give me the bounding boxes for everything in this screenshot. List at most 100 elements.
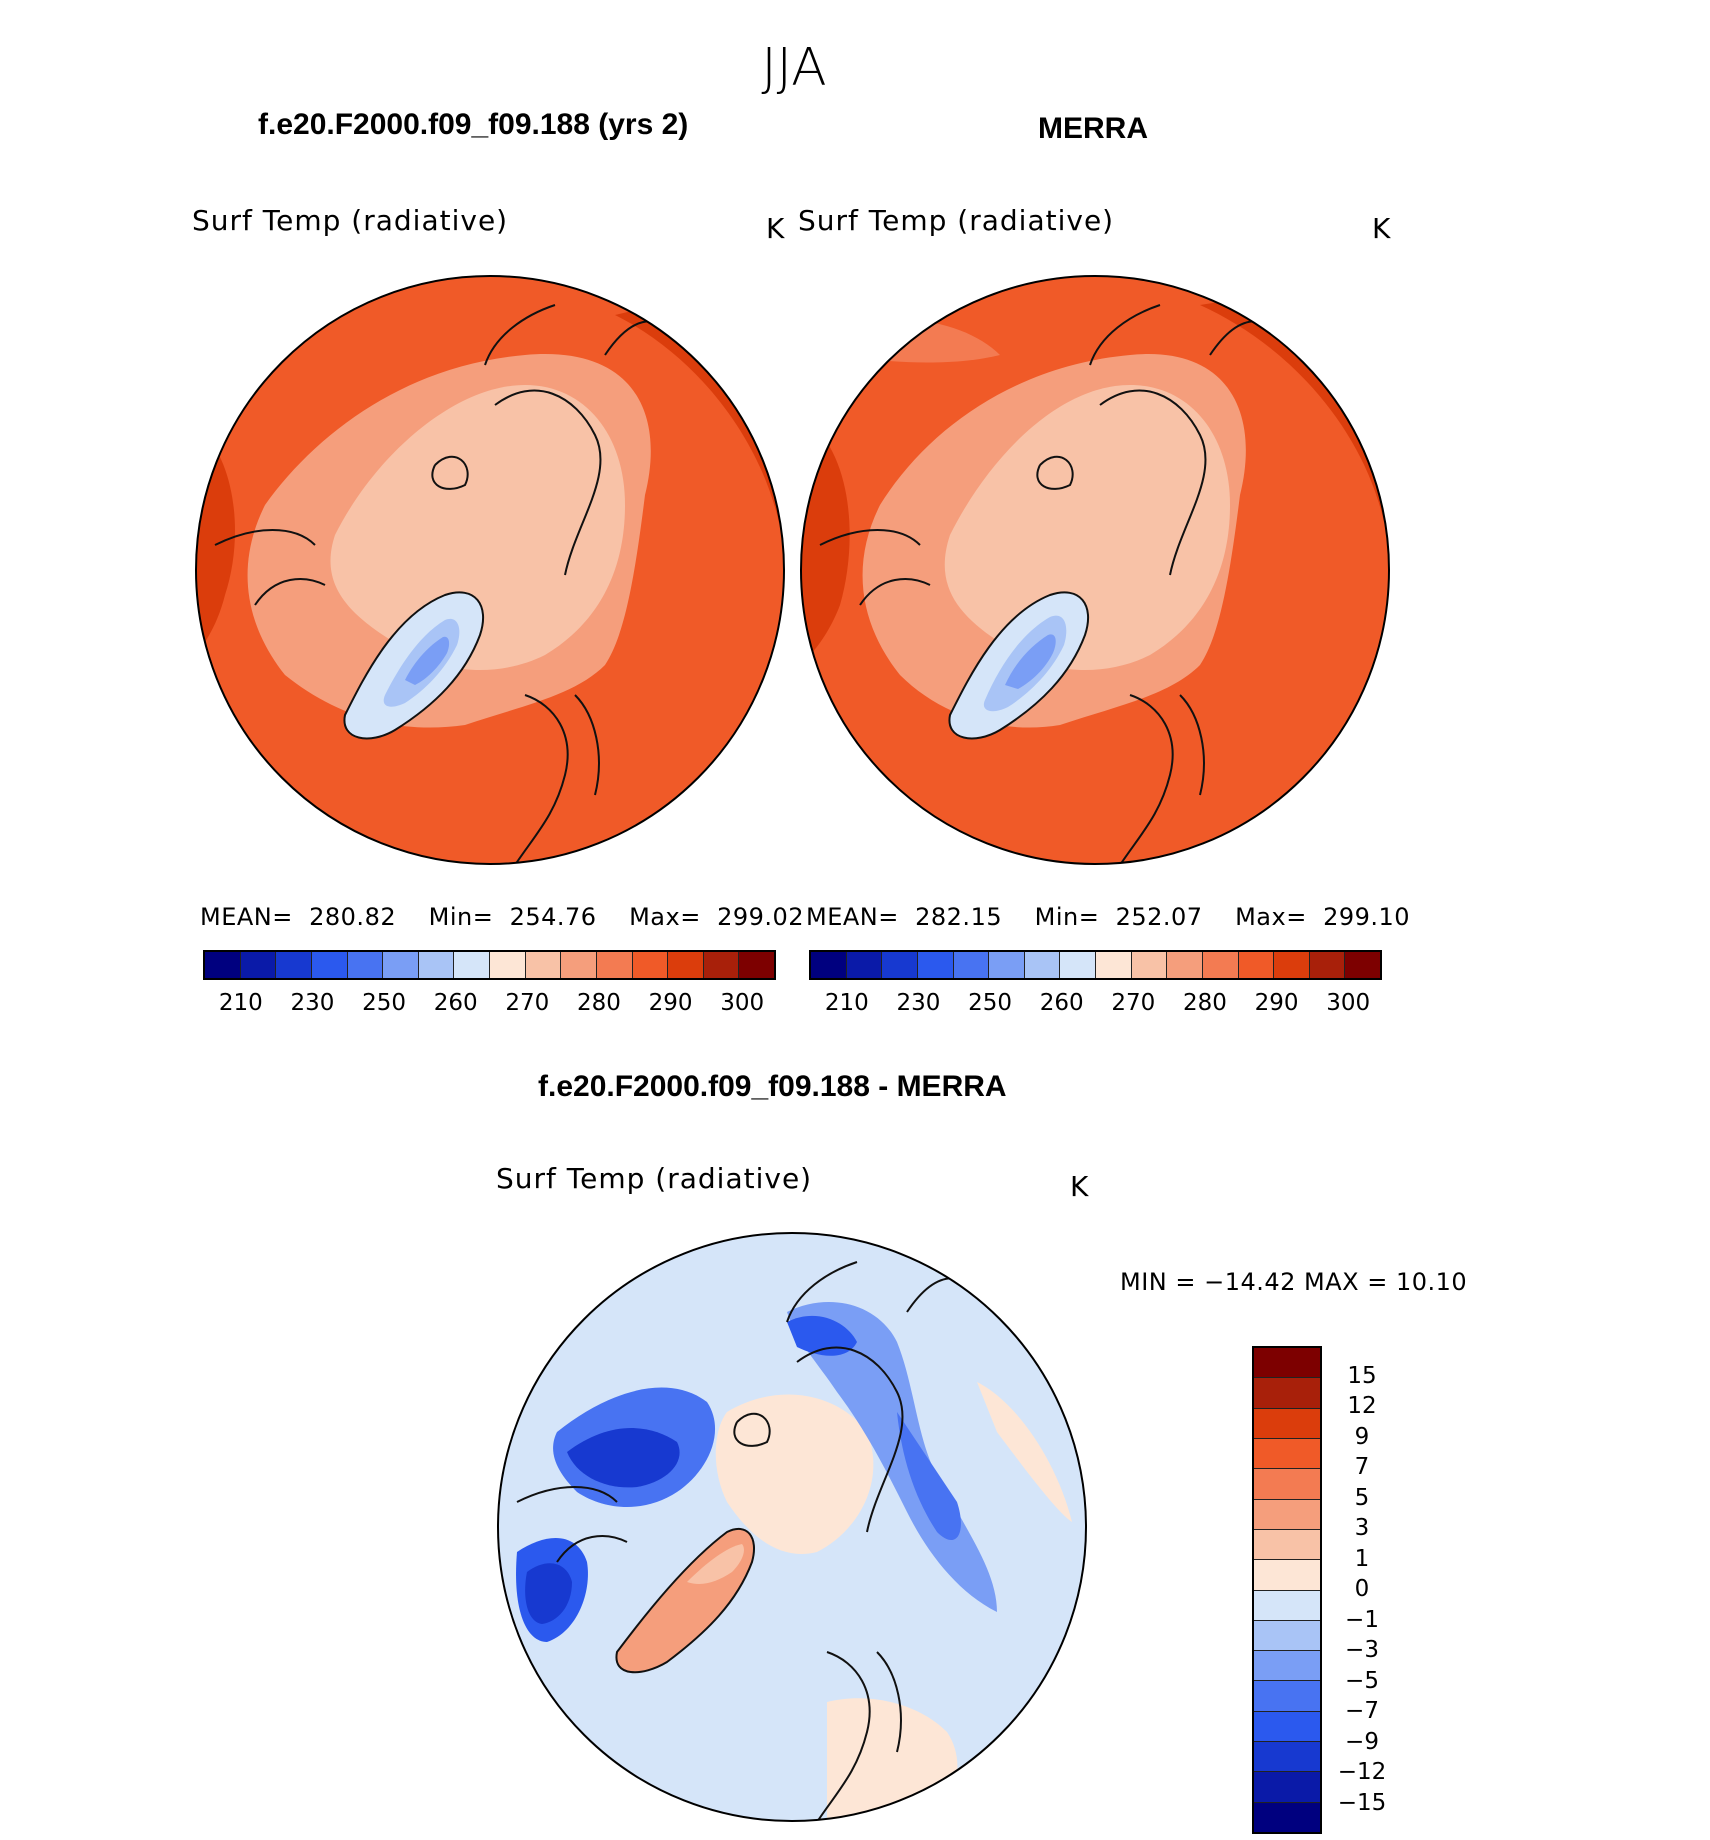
panel2-mean-value: 282.15 [915,903,1003,931]
panel1-arctic-field [330,385,625,670]
colorbar-tick-label: 250 [362,990,406,1016]
colorbar-swatch [1254,1681,1320,1712]
colorbar-swatch [1254,1408,1320,1439]
panel1-min-label: Min= [428,903,494,931]
panel3-archipelago-cold-core [567,1428,680,1488]
panel2-max-value: 299.10 [1323,903,1411,931]
panel2-colorbar [809,950,1382,980]
colorbar-swatch [1254,1802,1320,1832]
colorbar-swatch [1254,1590,1320,1621]
panel2-greenland-center [1005,634,1056,689]
panel2-map [800,275,1390,865]
panel3-minmax: MIN = −14.42 MAX = 10.10 [1120,1268,1468,1296]
colorbar-tick-label: 7 [1354,1454,1370,1480]
colorbar-swatch [490,952,526,978]
colorbar-swatch [703,952,740,978]
colorbar-swatch [1254,1499,1320,1530]
panel1-warm-continent-field [615,276,784,864]
panel2-variable: Surf Temp (radiative) [798,204,1115,237]
colorbar-swatch [953,952,990,978]
colorbar-swatch [1254,1711,1320,1743]
colorbar-swatch [1254,1772,1320,1803]
panel1-colorbar [203,950,776,980]
panel1-greenland-center [405,636,450,685]
colorbar-swatch [276,952,312,978]
colorbar-swatch [1238,952,1275,978]
colorbar-swatch [383,952,419,978]
colorbar-tick-label: 230 [896,990,941,1016]
panel1-units: K [766,212,786,245]
panel1-max-label: Max= [629,903,701,931]
panel3-arctic-slight-warm [715,1394,874,1554]
panel2-min-label: Min= [1034,903,1100,931]
colorbar-swatch [1309,952,1346,978]
colorbar-tick-label: 290 [648,990,693,1016]
colorbar-tick-label: 1 [1354,1545,1370,1572]
colorbar-swatch [811,952,847,978]
panel3-east-slight-warm [977,1382,1072,1522]
panel2-mean-label: MEAN= [806,903,899,931]
panel1-coastlines [214,304,666,864]
colorbar-swatch [917,952,954,978]
colorbar-swatch [1254,1651,1320,1682]
colorbar-swatch [1060,952,1096,978]
colorbar-swatch [739,952,774,978]
colorbar-swatch [1254,1620,1320,1652]
colorbar-swatch [882,952,918,978]
colorbar-tick-label: 12 [1347,1393,1377,1419]
colorbar-swatch [1131,952,1168,978]
colorbar-tick-label: 260 [433,990,478,1016]
panel1-min-value: 254.76 [509,903,597,931]
colorbar-swatch [1254,1469,1320,1500]
figure-title: JJA [761,38,827,98]
colorbar-tick-label: 3 [1354,1515,1370,1541]
colorbar-tick-label: −15 [1337,1789,1387,1816]
colorbar-swatch [1254,1378,1320,1409]
panel1-mean-value: 280.82 [309,903,397,931]
colorbar-swatch [205,952,241,978]
panel2-arctic-field [944,385,1230,670]
panel3-east-siberia-cold [897,1412,961,1541]
panel1-max-value: 299.02 [717,903,805,931]
colorbar-tick-label: 5 [1354,1484,1370,1511]
colorbar-tick-label: 250 [968,990,1012,1016]
colorbar-tick-label: −12 [1337,1759,1387,1785]
colorbar-tick-label: −3 [1345,1637,1379,1663]
colorbar-tick-label: 300 [1326,990,1371,1016]
colorbar-swatch [240,952,277,978]
colorbar-tick-label: 210 [218,990,263,1016]
colorbar-tick-label: −9 [1345,1728,1379,1755]
colorbar-tick-label: 270 [505,990,550,1016]
colorbar-swatch [1254,1560,1320,1591]
panel3-map [497,1232,1087,1822]
panel2-coastlines [819,304,1271,864]
colorbar-swatch [1345,952,1380,978]
panel2-title: MERRA [1038,112,1148,145]
colorbar-swatch [846,952,883,978]
panel2-warm-continent-field [1200,276,1389,864]
colorbar-swatch [1202,952,1239,978]
colorbar-tick-label: −1 [1345,1606,1379,1633]
colorbar-swatch [1274,952,1310,978]
colorbar-tick-label: 9 [1354,1423,1370,1450]
colorbar-swatch [561,952,597,978]
colorbar-tick-label: 260 [1039,990,1084,1016]
colorbar-swatch [1254,1348,1320,1379]
panel2-min-value: 252.07 [1115,903,1203,931]
colorbar-swatch [1254,1438,1320,1470]
colorbar-swatch [311,952,348,978]
colorbar-swatch [525,952,562,978]
colorbar-swatch [668,952,704,978]
colorbar-swatch [632,952,669,978]
colorbar-swatch [1024,952,1061,978]
panel3-title: f.e20.F2000.f09_f09.188 - MERRA [538,1070,1007,1103]
colorbar-tick-label: 300 [720,990,765,1016]
colorbar-tick-label: −7 [1345,1698,1379,1724]
colorbar-swatch [1254,1529,1320,1561]
panel3-greenland-warm-edge [687,1544,744,1584]
colorbar-tick-label: 280 [576,990,621,1016]
panel3-variable: Surf Temp (radiative) [496,1162,813,1195]
panel2-units: K [1372,212,1392,245]
colorbar-swatch [454,952,490,978]
colorbar-tick-label: 15 [1347,1362,1377,1389]
